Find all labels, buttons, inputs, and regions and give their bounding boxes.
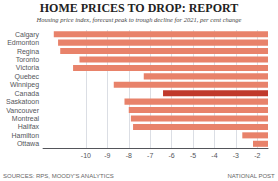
svg-text:Ottawa: Ottawa — [17, 140, 39, 147]
svg-text:-4: -4 — [211, 152, 217, 159]
svg-text:Victoria: Victoria — [16, 64, 39, 71]
svg-text:-2: -2 — [254, 152, 260, 159]
svg-text:HOME PRICES TO DROP: REPORT: HOME PRICES TO DROP: REPORT — [40, 1, 239, 15]
svg-text:-8: -8 — [126, 152, 132, 159]
svg-text:-5: -5 — [190, 152, 196, 159]
svg-text:Canada: Canada — [15, 90, 40, 97]
svg-text:Montreal: Montreal — [12, 115, 40, 122]
svg-text:Calgary: Calgary — [15, 31, 40, 39]
svg-text:Hamilton: Hamilton — [11, 132, 39, 139]
svg-text:Housing price index, forecast: Housing price index, forecast peak to tr… — [36, 16, 242, 23]
svg-text:Regina: Regina — [17, 48, 39, 56]
svg-text:-7: -7 — [147, 152, 153, 159]
svg-text:Halifax: Halifax — [18, 123, 40, 130]
svg-text:Quebec: Quebec — [15, 73, 40, 81]
svg-text:-9: -9 — [104, 152, 110, 159]
svg-text:Vancouver: Vancouver — [6, 107, 40, 114]
svg-text:Winnipeg: Winnipeg — [10, 81, 39, 89]
svg-text:SOURCES: RPS, MOODY'S ANALYTIC: SOURCES: RPS, MOODY'S ANALYTICS — [3, 173, 114, 179]
svg-text:Saskatoon: Saskatoon — [6, 98, 39, 105]
svg-text:-6: -6 — [168, 152, 174, 159]
svg-text:NATIONAL POST: NATIONAL POST — [227, 173, 275, 179]
svg-text:-3: -3 — [233, 152, 239, 159]
svg-text:Toronto: Toronto — [16, 56, 39, 63]
svg-text:Edmonton: Edmonton — [7, 39, 39, 46]
svg-text:-10: -10 — [81, 152, 91, 159]
